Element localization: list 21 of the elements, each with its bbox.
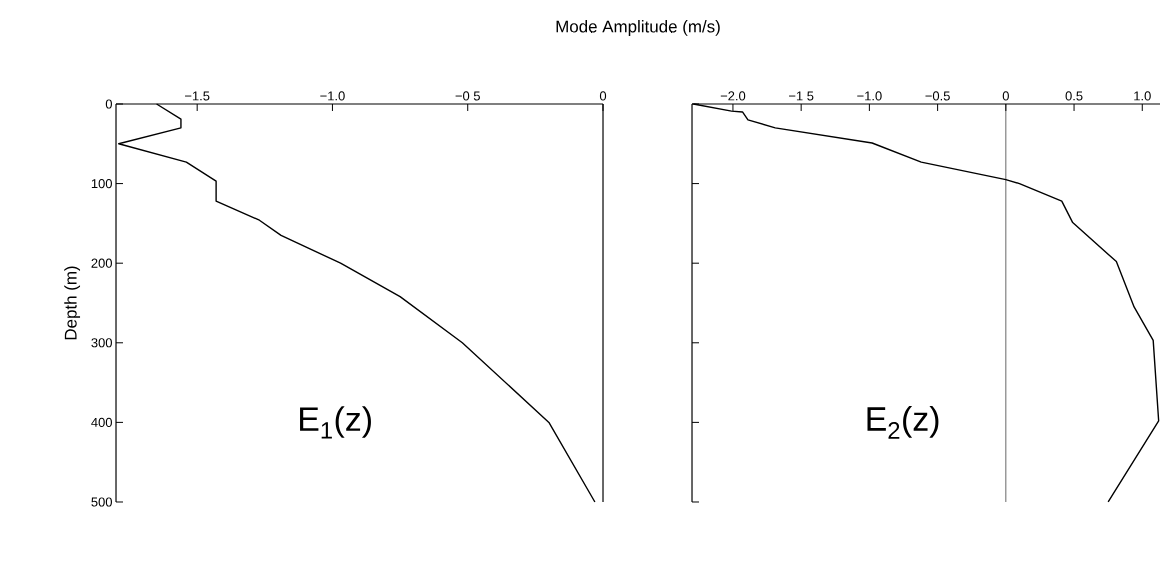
x-tick-label: 0 bbox=[1002, 91, 1009, 101]
x-tick-label: −0 5 bbox=[455, 91, 480, 101]
y-tick-label: 500 bbox=[91, 497, 112, 507]
x-axis-title: Mode Amplitude (m/s) bbox=[556, 20, 720, 36]
y-tick-label: 200 bbox=[91, 258, 112, 268]
y-tick-label: 400 bbox=[91, 417, 112, 427]
x-tick-label: 0.5 bbox=[1065, 91, 1083, 101]
x-tick-label: 0 bbox=[599, 91, 607, 101]
x-tick-label: −1.5 bbox=[185, 91, 210, 101]
x-tick-label: −1.0 bbox=[320, 91, 345, 101]
y-tick-label: 300 bbox=[91, 338, 112, 348]
y-axis-title: Depth (m) bbox=[64, 266, 81, 340]
x-tick-label: 1.0 bbox=[1134, 91, 1151, 101]
x-tick-label: −1 5 bbox=[789, 91, 814, 101]
x-tick-label: −2.0 bbox=[720, 91, 746, 101]
y-tick-label: 0 bbox=[105, 99, 112, 109]
x-tick-label: −0.5 bbox=[925, 91, 950, 101]
x-tick-label: −1.0 bbox=[857, 91, 882, 101]
y-tick-label: 100 bbox=[91, 179, 112, 189]
annotation: E$_{2}$(z) bbox=[867, 406, 939, 439]
annotation: E$_{1}$(z) bbox=[300, 406, 371, 439]
